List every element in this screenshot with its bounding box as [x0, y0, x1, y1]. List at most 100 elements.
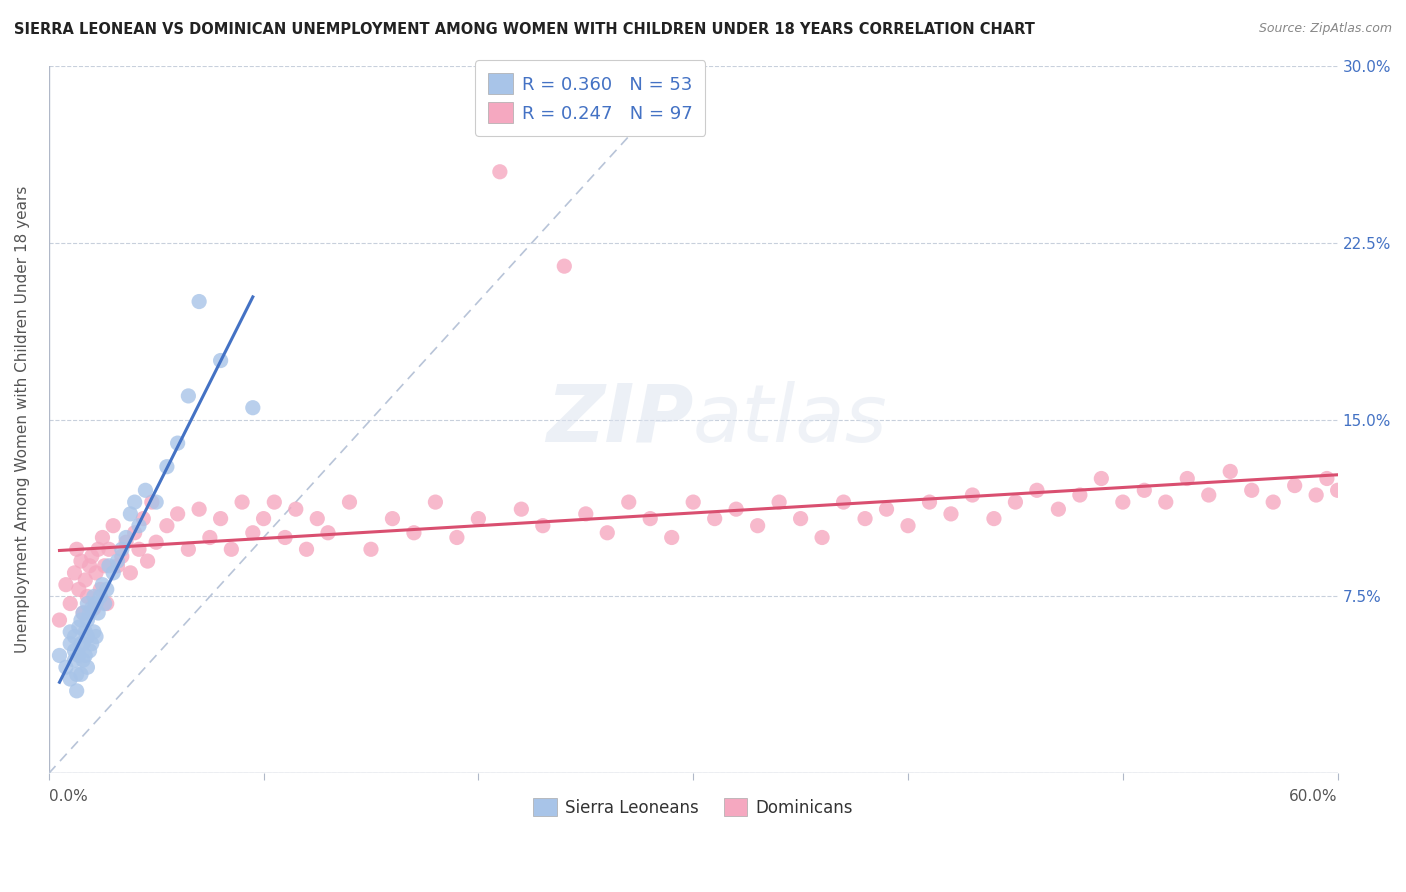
Point [70, 554, 93, 568]
Point [66, 683, 89, 698]
Point [489, 165, 512, 179]
Point [1112, 495, 1135, 509]
Point [55, 577, 77, 591]
Point [188, 502, 211, 516]
Point [156, 459, 179, 474]
Point [316, 525, 339, 540]
Point [381, 511, 404, 525]
Point [76, 613, 98, 627]
Point [75, 648, 97, 663]
Point [156, 518, 179, 533]
Point [166, 436, 188, 450]
Point [1175, 471, 1198, 485]
Point [1154, 495, 1177, 509]
Point [897, 518, 920, 533]
Point [91, 577, 114, 591]
Point [79, 558, 101, 573]
Point [962, 488, 984, 502]
Point [67, 582, 90, 597]
Point [70, 637, 93, 651]
Point [177, 389, 200, 403]
Point [983, 511, 1005, 525]
Point [79, 606, 101, 620]
Point [76, 590, 98, 604]
Point [79, 644, 101, 658]
Point [682, 495, 704, 509]
Point [120, 507, 142, 521]
Point [59, 597, 82, 611]
Point [768, 495, 790, 509]
Point [221, 542, 243, 557]
Point [703, 511, 725, 525]
Legend: Sierra Leoneans, Dominicans: Sierra Leoneans, Dominicans [524, 790, 862, 825]
Point [1069, 488, 1091, 502]
Point [66, 667, 89, 681]
Point [467, 511, 489, 525]
Point [661, 531, 683, 545]
Point [425, 495, 447, 509]
Point [531, 518, 554, 533]
Point [115, 531, 138, 545]
Text: Source: ZipAtlas.com: Source: ZipAtlas.com [1258, 22, 1392, 36]
Point [295, 542, 318, 557]
Point [1316, 471, 1339, 485]
Point [103, 566, 125, 580]
Point [1326, 483, 1348, 498]
Point [91, 531, 114, 545]
Point [1337, 495, 1360, 509]
Point [59, 672, 82, 686]
Point [141, 495, 163, 509]
Point [59, 637, 82, 651]
Point [1219, 465, 1241, 479]
Point [128, 542, 150, 557]
Point [97, 542, 120, 557]
Point [87, 606, 110, 620]
Point [1348, 478, 1371, 492]
Point [76, 630, 98, 644]
Point [87, 542, 110, 557]
Point [1025, 483, 1047, 498]
Point [307, 511, 329, 525]
Point [84, 597, 107, 611]
Point [70, 667, 93, 681]
Point [84, 630, 107, 644]
Text: ZIP: ZIP [546, 381, 693, 458]
Point [617, 495, 640, 509]
Point [918, 495, 941, 509]
Point [120, 566, 142, 580]
Point [166, 507, 188, 521]
Point [789, 511, 811, 525]
Point [596, 525, 619, 540]
Point [55, 660, 77, 674]
Point [107, 554, 129, 568]
Point [177, 542, 200, 557]
Point [145, 495, 167, 509]
Point [339, 495, 361, 509]
Point [83, 624, 105, 639]
Point [103, 518, 125, 533]
Point [128, 518, 150, 533]
Point [553, 259, 575, 273]
Point [1047, 502, 1070, 516]
Point [97, 558, 120, 573]
Text: SIERRA LEONEAN VS DOMINICAN UNEMPLOYMENT AMONG WOMEN WITH CHILDREN UNDER 18 YEAR: SIERRA LEONEAN VS DOMINICAN UNEMPLOYMENT… [14, 22, 1035, 37]
Point [72, 637, 94, 651]
Point [284, 502, 307, 516]
Point [1133, 483, 1156, 498]
Point [83, 601, 105, 615]
Point [59, 624, 82, 639]
Point [1263, 495, 1285, 509]
Point [75, 624, 97, 639]
Point [72, 653, 94, 667]
Point [67, 620, 90, 634]
Point [89, 590, 111, 604]
Point [63, 566, 86, 580]
Point [75, 573, 97, 587]
Point [209, 353, 232, 368]
Point [72, 606, 94, 620]
Point [575, 507, 598, 521]
Point [48, 648, 70, 663]
Point [638, 511, 661, 525]
Point [1090, 471, 1112, 485]
Point [145, 535, 167, 549]
